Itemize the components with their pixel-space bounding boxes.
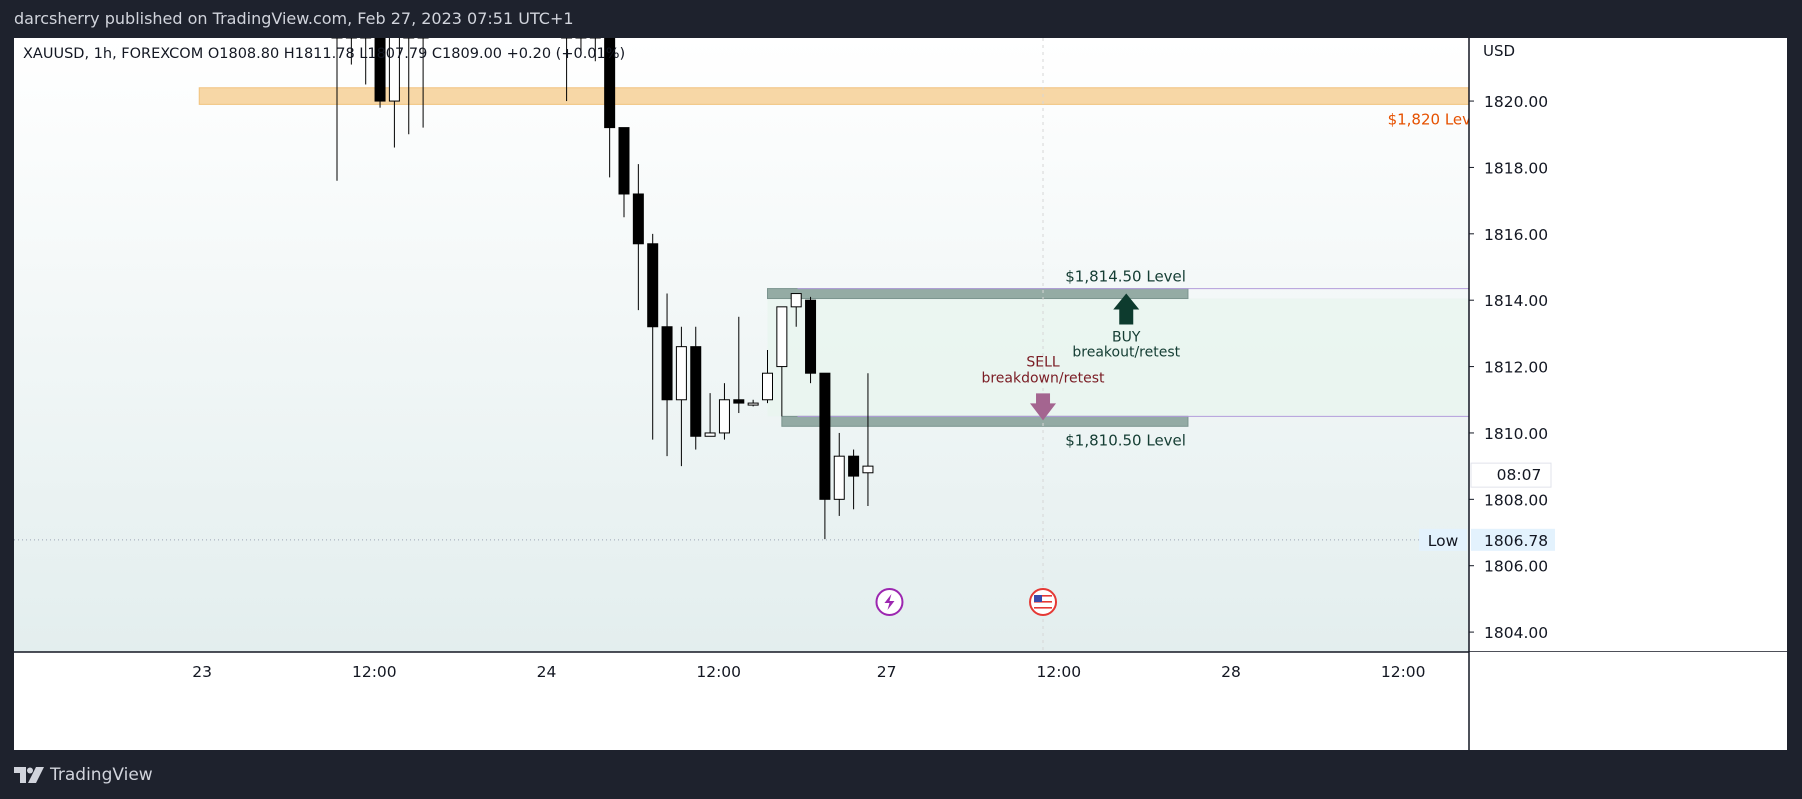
candle	[862, 373, 874, 506]
candle	[589, 38, 601, 62]
level-label: $1,814.50 Level	[1065, 268, 1186, 286]
candle-body	[604, 38, 616, 129]
zone-fill	[767, 298, 1469, 417]
countdown-label: 08:07	[1497, 466, 1542, 484]
axis-corner	[1469, 652, 1787, 750]
candle	[747, 399, 759, 407]
level-label: $1,820 Level	[1388, 110, 1485, 128]
candle	[632, 164, 644, 311]
candle-body	[647, 243, 659, 328]
symbol-ohlc-legend: XAUUSD, 1h, FOREXCOM O1808.80 H1811.78 L…	[23, 46, 625, 62]
low-marker-label: Low	[1428, 532, 1459, 550]
candle-body	[819, 372, 831, 500]
candle	[618, 127, 630, 218]
publisher-header: darcsherry published on TradingView.com,…	[0, 0, 1802, 38]
y-tick-label: 1804.00	[1484, 624, 1548, 642]
candle	[819, 372, 831, 540]
candle-body	[388, 38, 400, 102]
candle	[403, 38, 415, 135]
tradingview-logo-icon	[14, 767, 44, 783]
candle	[704, 393, 716, 437]
candle	[561, 38, 573, 102]
lightning-event-icon[interactable]	[875, 588, 904, 616]
candle-body	[733, 399, 745, 404]
low-price-label: 1806.78	[1484, 532, 1548, 550]
candle	[345, 38, 357, 65]
price-chart[interactable]: $1,820 Level $1,814.50 Level $1,810.50 Lev…	[14, 38, 1787, 750]
us-flag-event-icon[interactable]	[1029, 588, 1058, 616]
candle	[374, 38, 386, 108]
x-tick-label: 24	[537, 663, 557, 681]
time-axis	[14, 652, 1469, 750]
candle	[690, 326, 702, 450]
y-tick-label: 1818.00	[1484, 159, 1548, 177]
low-price-tag	[1471, 528, 1555, 551]
y-tick-label: 1810.00	[1484, 425, 1548, 443]
candle	[762, 349, 773, 404]
candle-body	[833, 455, 845, 500]
candle-body	[776, 306, 788, 368]
publisher-line: darcsherry published on TradingView.com,…	[14, 9, 574, 28]
buy-arrow-icon	[1113, 293, 1140, 325]
sell-signal-subtitle: breakdown/retest	[981, 370, 1105, 386]
low-marker-tag	[1419, 528, 1467, 551]
candle	[675, 326, 687, 467]
candle	[733, 316, 745, 414]
buy-signal-subtitle: breakout/retest	[1072, 345, 1180, 361]
chart-frame[interactable]: $1,820 Level $1,814.50 Level $1,810.50 Lev…	[14, 38, 1787, 750]
x-tick-label: 27	[877, 663, 897, 681]
x-tick-label: 28	[1221, 663, 1241, 681]
footer-bar: TradingView	[0, 750, 1802, 799]
candle-body	[675, 346, 687, 401]
candle-body	[690, 346, 702, 437]
level-band-2	[781, 415, 1189, 427]
candle	[790, 293, 802, 327]
x-tick-label: 12:00	[1036, 663, 1081, 681]
candle	[388, 38, 400, 148]
candle	[805, 296, 817, 384]
currency-label: USD	[1483, 42, 1515, 60]
x-tick-label: 12:00	[352, 663, 397, 681]
candle	[661, 293, 673, 457]
buy-signal-title: BUY	[1112, 330, 1141, 346]
x-tick-label: 12:00	[1381, 663, 1426, 681]
candle-body	[632, 193, 644, 245]
candle-body	[374, 38, 386, 102]
candle	[647, 233, 659, 440]
candle	[417, 38, 429, 128]
candle-body	[805, 299, 817, 374]
candle	[575, 38, 587, 52]
x-tick-label: 23	[192, 663, 212, 681]
candle	[776, 306, 788, 417]
candle-body	[704, 432, 716, 437]
sell-signal-title: SELL	[1026, 354, 1060, 370]
candle-body	[747, 402, 759, 406]
candle	[848, 449, 860, 510]
candle-body	[848, 455, 860, 477]
tradingview-brand-text: TradingView	[50, 765, 153, 785]
candle-body	[718, 399, 730, 434]
y-tick-label: 1816.00	[1484, 226, 1548, 244]
candle	[604, 38, 616, 178]
candle	[833, 432, 845, 516]
candle-body	[661, 326, 673, 401]
x-tick-label: 12:00	[696, 663, 741, 681]
candle-body	[618, 127, 630, 195]
y-tick-label: 1808.00	[1484, 491, 1548, 509]
level-label: $1,810.50 Level	[1065, 431, 1186, 449]
candle	[331, 38, 343, 181]
y-tick-label: 1806.00	[1484, 558, 1548, 576]
countdown-tag	[1470, 462, 1552, 488]
sell-arrow-icon	[1030, 393, 1057, 421]
candle-body	[862, 465, 874, 474]
candle	[718, 383, 730, 440]
tradingview-brand[interactable]: TradingView	[14, 764, 153, 786]
candle	[360, 38, 372, 85]
candle-body	[790, 293, 802, 308]
y-tick-label: 1820.00	[1484, 93, 1548, 111]
y-tick-label: 1812.00	[1484, 359, 1548, 377]
y-tick-label: 1814.00	[1484, 292, 1548, 310]
candle-body	[762, 372, 773, 401]
